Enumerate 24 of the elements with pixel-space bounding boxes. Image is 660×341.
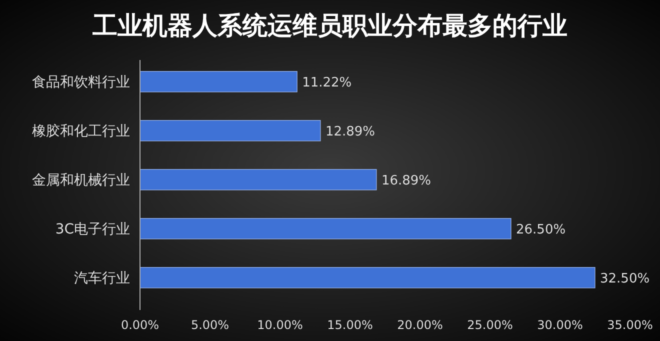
data-label: 26.50% [516,222,566,238]
data-label: 11.22% [302,76,352,91]
x-tick-label: 25.00% [467,318,513,332]
y-tick-label: 橡胶和化工行业 [32,124,130,140]
chart-title: 工业机器人系统运维员职业分布最多的行业 [92,11,568,40]
x-tick-label: 0.00% [120,318,160,332]
bar [140,120,321,142]
x-tick-label: 35.00% [607,318,653,332]
data-label: 12.89% [325,124,376,140]
x-tick-label: 10.00% [257,318,303,332]
y-tick-label: 汽车行业 [74,270,130,287]
x-tick-label: 20.00% [397,318,443,332]
y-tick-label: 食品和饮料行业 [32,74,130,91]
y-tick-label: 3C电子行业 [55,222,130,238]
data-label: 16.89% [381,174,432,189]
x-tick-label: 15.00% [327,318,373,332]
x-tick-label: 5.00% [190,318,230,332]
x-tick-label: 30.00% [537,318,583,332]
bar [140,71,298,92]
y-tick-label: 金属和机械行业 [32,172,130,189]
data-label: 32.50% [600,272,650,287]
bar [140,169,377,190]
bar [140,267,596,288]
bar [140,218,512,240]
